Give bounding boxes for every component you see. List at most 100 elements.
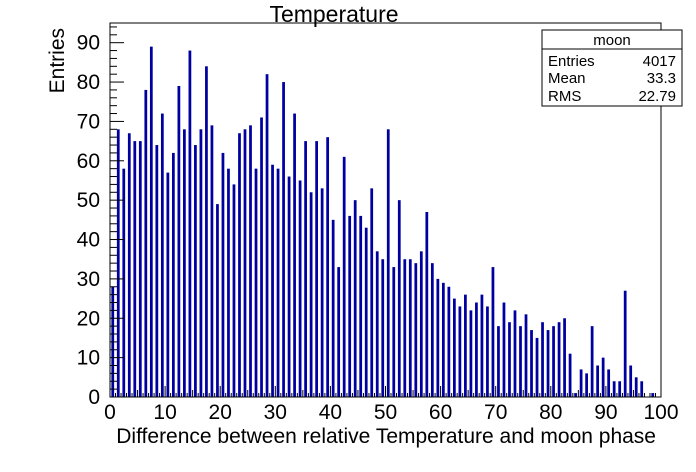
- stats-box-frame: [541, 29, 683, 107]
- bar: [640, 381, 644, 397]
- bar: [293, 113, 296, 398]
- x-tick-label: 10: [153, 401, 176, 424]
- stats-entries-label: Entries: [548, 53, 595, 70]
- y-tick-label: 40: [77, 229, 100, 252]
- bars-group: [111, 46, 655, 398]
- y-tick-label: 60: [77, 150, 100, 173]
- x-tick-label: 100: [643, 401, 678, 424]
- bar: [541, 322, 544, 397]
- bar: [557, 322, 561, 397]
- bar: [579, 369, 583, 397]
- x-tick-label: 80: [539, 401, 562, 424]
- bar: [469, 310, 473, 397]
- bar: [408, 259, 412, 397]
- bar: [441, 282, 445, 397]
- bar: [430, 263, 434, 397]
- bar: [116, 129, 120, 397]
- bar: [166, 172, 170, 397]
- stats-box: moon Entries 4017 Mean 33.3 RMS 22.79: [541, 29, 683, 107]
- x-axis-label: Difference between relative Temperature …: [116, 425, 656, 448]
- bar: [364, 227, 368, 397]
- bar: [425, 211, 429, 397]
- x-tick-label: 20: [209, 401, 232, 424]
- bar: [331, 219, 335, 397]
- bar: [127, 133, 131, 398]
- bar: [177, 85, 181, 397]
- bar: [160, 113, 164, 398]
- bar: [464, 294, 467, 397]
- bar: [282, 82, 285, 397]
- x-tick-label: 0: [104, 401, 116, 424]
- bar: [419, 251, 423, 397]
- bar: [276, 168, 280, 397]
- bar: [326, 137, 330, 397]
- bar: [563, 318, 566, 397]
- bar: [320, 188, 324, 397]
- y-tick-label: 80: [77, 71, 100, 94]
- bar: [491, 267, 495, 397]
- bar: [353, 200, 357, 397]
- bar: [568, 353, 572, 397]
- bar: [508, 322, 511, 397]
- x-tick-label: 70: [484, 401, 507, 424]
- bar: [447, 286, 451, 397]
- y-axis-label: Entries: [46, 28, 69, 93]
- bar: [497, 326, 500, 397]
- stats-rms-label: RMS: [548, 88, 581, 105]
- bar: [205, 66, 208, 397]
- bar: [535, 337, 539, 397]
- bar: [585, 373, 588, 397]
- y-tick-label: 0: [88, 386, 100, 409]
- bar: [194, 145, 197, 397]
- bar: [524, 314, 528, 397]
- bar: [359, 215, 363, 397]
- bar: [298, 180, 302, 397]
- bar: [138, 141, 142, 397]
- y-tick-label: 20: [77, 307, 100, 330]
- bar: [623, 290, 627, 397]
- y-tick-label: 70: [77, 110, 100, 133]
- bar: [254, 168, 258, 397]
- bar: [342, 156, 346, 397]
- bar: [243, 129, 247, 397]
- bar: [271, 164, 274, 397]
- x-tick-label: 60: [429, 401, 452, 424]
- bar: [370, 188, 374, 397]
- y-tick-label: 10: [77, 347, 100, 370]
- bar: [513, 310, 517, 397]
- bar: [546, 330, 550, 397]
- x-tick-label: 50: [374, 401, 397, 424]
- x-tick-label: 30: [264, 401, 287, 424]
- chart-title: Temperature: [269, 1, 398, 27]
- x-tick-label: 40: [319, 401, 342, 424]
- bar: [260, 117, 263, 398]
- bar: [183, 129, 186, 397]
- bar: [634, 377, 638, 397]
- bar: [337, 267, 341, 397]
- bar: [530, 330, 533, 397]
- bar: [249, 125, 252, 397]
- stats-box-name: moon: [593, 32, 631, 49]
- bar: [238, 133, 241, 398]
- bar: [149, 46, 153, 397]
- y-tick-label: 90: [77, 32, 100, 55]
- bar: [651, 393, 655, 397]
- y-tick-label: 30: [77, 268, 100, 291]
- bar: [519, 326, 522, 397]
- bar: [502, 302, 506, 397]
- y-tick-label: 50: [77, 189, 100, 212]
- bar: [155, 145, 159, 397]
- bar: [381, 259, 385, 397]
- bar: [309, 192, 313, 397]
- bar: [221, 152, 225, 397]
- bar: [552, 326, 555, 397]
- bar: [232, 184, 236, 397]
- bar: [171, 152, 175, 397]
- bar: [590, 326, 594, 397]
- bar: [601, 357, 605, 397]
- bar: [436, 278, 440, 397]
- bar: [629, 365, 633, 397]
- bar: [574, 393, 577, 397]
- bar: [458, 306, 462, 397]
- bar: [612, 381, 616, 397]
